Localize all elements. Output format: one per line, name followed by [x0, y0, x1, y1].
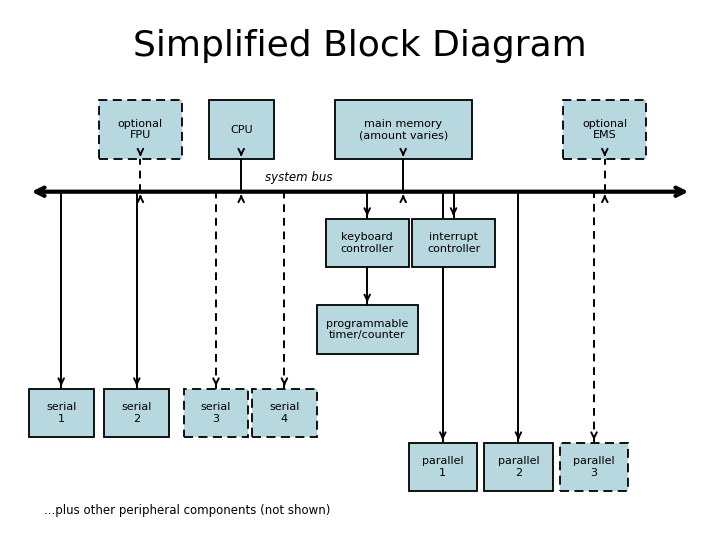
- Bar: [252, 389, 317, 437]
- Text: parallel
3: parallel 3: [573, 456, 615, 478]
- Text: ...plus other peripheral components (not shown): ...plus other peripheral components (not…: [44, 504, 330, 517]
- Bar: [104, 389, 169, 437]
- Bar: [335, 100, 472, 159]
- Bar: [563, 100, 647, 159]
- Bar: [317, 305, 418, 354]
- Bar: [484, 443, 552, 491]
- Bar: [409, 443, 477, 491]
- Text: serial
1: serial 1: [46, 402, 76, 424]
- Text: system bus: system bus: [265, 171, 333, 184]
- Bar: [560, 443, 628, 491]
- Text: optional
FPU: optional FPU: [118, 119, 163, 140]
- Text: parallel
2: parallel 2: [498, 456, 539, 478]
- Bar: [29, 389, 94, 437]
- Bar: [325, 219, 409, 267]
- Text: Simplified Block Diagram: Simplified Block Diagram: [133, 29, 587, 63]
- Text: serial
4: serial 4: [269, 402, 300, 424]
- Bar: [412, 219, 495, 267]
- Text: interrupt
controller: interrupt controller: [427, 232, 480, 254]
- Text: serial
3: serial 3: [201, 402, 231, 424]
- Text: serial
2: serial 2: [122, 402, 152, 424]
- Text: main memory
(amount varies): main memory (amount varies): [359, 119, 448, 140]
- Text: programmable
timer/counter: programmable timer/counter: [326, 319, 408, 340]
- Text: optional
EMS: optional EMS: [582, 119, 627, 140]
- Text: keyboard
controller: keyboard controller: [341, 232, 394, 254]
- Text: parallel
1: parallel 1: [422, 456, 464, 478]
- Bar: [99, 100, 181, 159]
- Bar: [209, 100, 274, 159]
- Text: CPU: CPU: [230, 125, 253, 134]
- Bar: [184, 389, 248, 437]
